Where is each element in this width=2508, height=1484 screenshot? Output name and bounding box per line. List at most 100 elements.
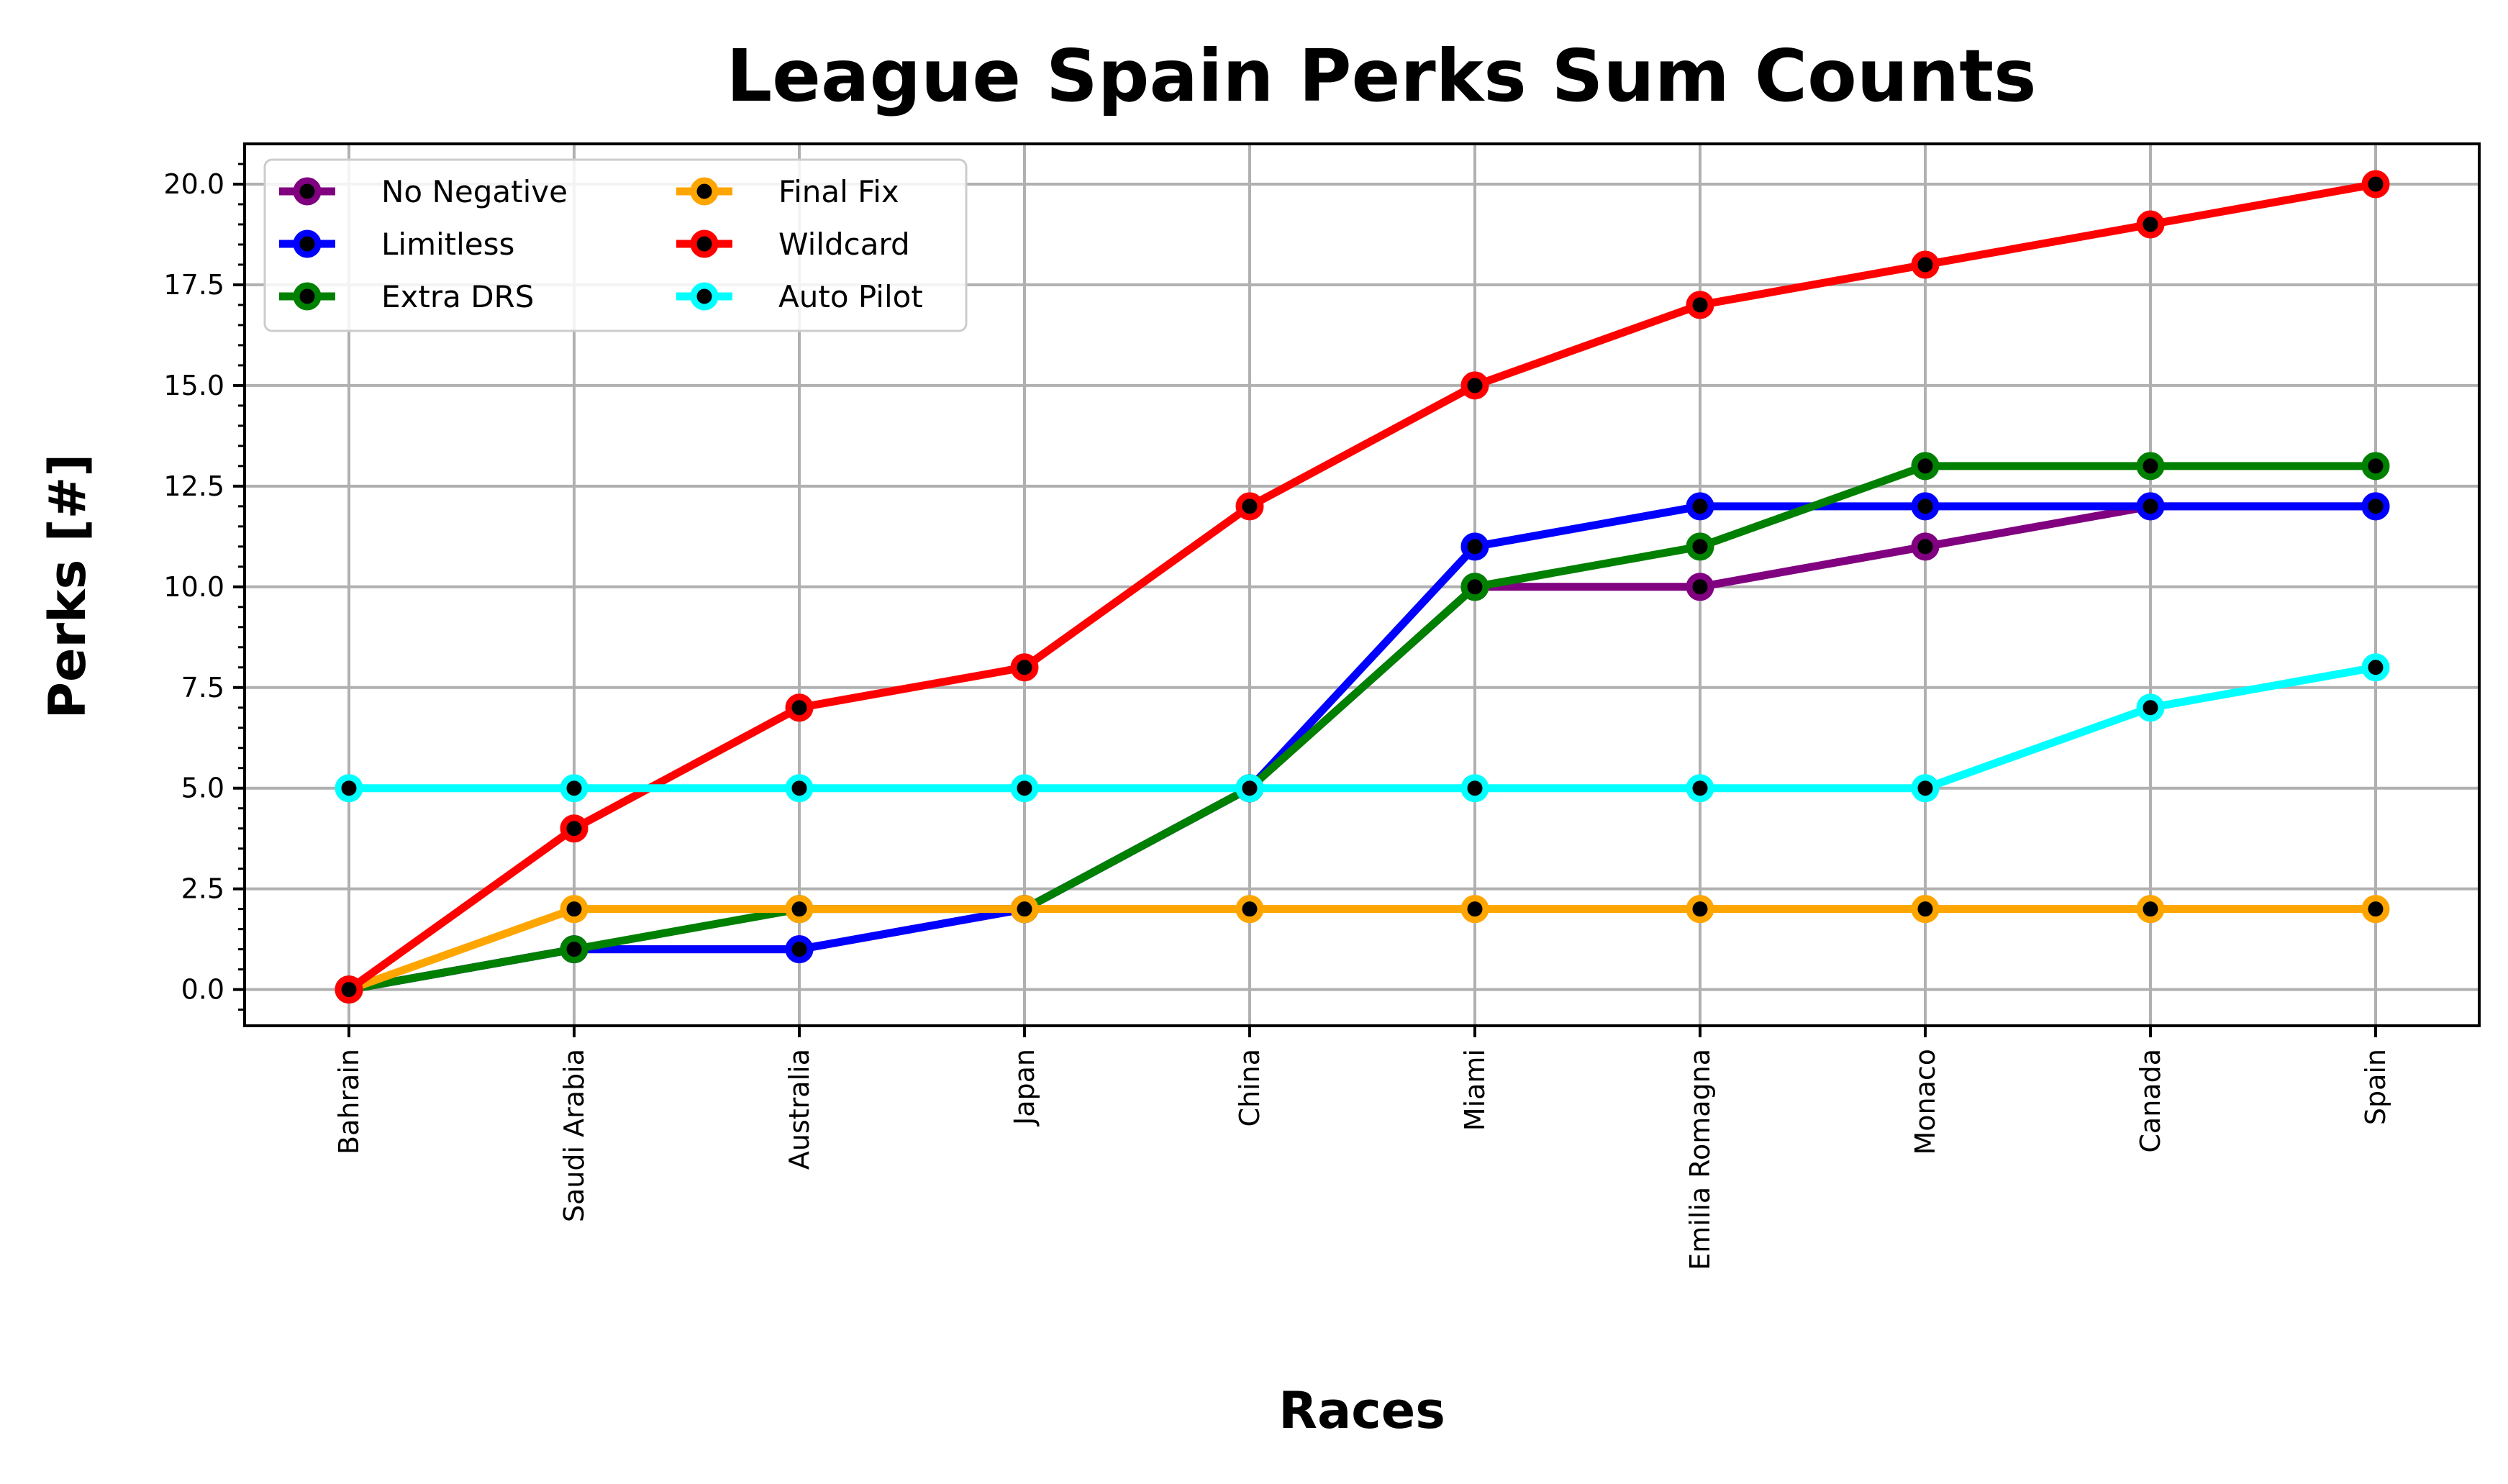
data-point: [2136, 693, 2165, 722]
series-line: [345, 462, 2380, 994]
data-point: [2136, 492, 2165, 521]
data-point: [1235, 774, 1264, 803]
data-point: [1010, 895, 1039, 924]
series-line: [345, 502, 2380, 994]
data-point: [2361, 170, 2390, 199]
legend-label: Limitless: [381, 227, 514, 262]
x-tick-label: China: [1234, 1049, 1266, 1127]
data-point: [1460, 895, 1489, 924]
data-point: [1235, 492, 1264, 521]
series-extra-drs: [335, 452, 2390, 1004]
series-line: [345, 663, 2380, 793]
data-point: [1911, 532, 1940, 561]
series-layer: [335, 170, 2390, 1004]
data-point: [2361, 653, 2390, 682]
x-tick-label: Spain: [2360, 1049, 2391, 1125]
data-point: [560, 774, 589, 803]
y-tick-label: 5.0: [181, 773, 224, 804]
legend: No Negative Limitless Extra DRS Final Fix Wi…: [263, 158, 968, 332]
legend-item: Wildcard: [676, 227, 910, 262]
series-line: [345, 502, 2380, 994]
x-tick-label: Bahrain: [333, 1049, 365, 1155]
series-auto-pilot: [335, 653, 2390, 803]
legend-item: Final Fix: [676, 174, 899, 209]
y-tick-label: 2.5: [181, 873, 224, 905]
data-point: [1010, 774, 1039, 803]
x-tick-label: Australia: [783, 1049, 815, 1170]
legend-item: No Negative: [279, 174, 568, 209]
series-final-fix: [335, 895, 2390, 1004]
data-point: [1911, 492, 1940, 521]
legend-box: [263, 158, 968, 332]
x-tick-label: Canada: [2135, 1049, 2166, 1153]
legend-item: Limitless: [279, 227, 514, 262]
legend-swatch-marker: [293, 177, 322, 206]
data-point: [1010, 653, 1039, 682]
y-tick-label: 15.0: [163, 370, 224, 401]
data-point: [1911, 774, 1940, 803]
data-point: [1686, 774, 1714, 803]
chart-title: League Spain Perks Sum Counts: [726, 34, 2036, 118]
data-point: [2361, 492, 2390, 521]
y-tick-label: 0.0: [181, 974, 224, 1006]
legend-swatch-marker: [690, 229, 719, 258]
data-point: [560, 814, 589, 843]
data-point: [2361, 452, 2390, 481]
legend-item: Auto Pilot: [676, 279, 923, 314]
data-point: [1686, 573, 1714, 601]
data-point: [2136, 895, 2165, 924]
data-point: [785, 693, 814, 722]
plot-frame: [243, 142, 2481, 1027]
data-point: [335, 975, 363, 1004]
legend-label: Wildcard: [778, 227, 910, 262]
y-tick-label: 20.0: [163, 168, 224, 200]
series-no-negative: [335, 492, 2390, 1004]
data-point: [785, 895, 814, 924]
x-axis-label: Races: [1278, 1381, 1445, 1440]
legend-label: Extra DRS: [381, 279, 534, 314]
legend-label: Final Fix: [778, 174, 899, 209]
y-axis-label: Perks [#]: [38, 454, 97, 719]
legend-swatch-marker: [690, 282, 719, 311]
y-tick-label: 10.0: [163, 571, 224, 603]
data-point: [335, 774, 363, 803]
data-point: [785, 774, 814, 803]
series-limitless: [335, 492, 2390, 1004]
data-point: [2136, 452, 2165, 481]
data-point: [1460, 532, 1489, 561]
legend-label: No Negative: [381, 174, 568, 209]
data-point: [1911, 250, 1940, 279]
data-point: [560, 895, 589, 924]
data-point: [2361, 895, 2390, 924]
y-tick-label: 7.5: [181, 672, 224, 704]
x-tick-label: Miami: [1459, 1049, 1491, 1131]
x-tick-label: Emilia Romagna: [1684, 1049, 1716, 1270]
legend-swatch-marker: [293, 229, 322, 258]
x-tick-label: Japan: [1009, 1049, 1040, 1126]
data-point: [1686, 291, 1714, 319]
data-point: [1460, 573, 1489, 601]
y-tick-label: 12.5: [163, 470, 224, 502]
data-point: [1686, 492, 1714, 521]
data-point: [1911, 452, 1940, 481]
legend-swatch-marker: [690, 177, 719, 206]
series-line: [345, 180, 2380, 994]
legend-item: Extra DRS: [279, 279, 534, 314]
y-tick-label: 17.5: [163, 269, 224, 301]
data-point: [2136, 210, 2165, 239]
data-point: [1235, 895, 1264, 924]
legend-label: Auto Pilot: [778, 279, 923, 314]
data-point: [1911, 895, 1940, 924]
x-tick-label: Saudi Arabia: [558, 1049, 590, 1222]
data-point: [1686, 532, 1714, 561]
legend-swatch-marker: [293, 282, 322, 311]
series-line: [345, 905, 2380, 994]
data-point: [560, 935, 589, 964]
data-point: [1460, 371, 1489, 400]
data-point: [1460, 774, 1489, 803]
series-wildcard: [335, 170, 2390, 1004]
x-tick-label: Monaco: [1909, 1049, 1941, 1155]
data-point: [785, 935, 814, 964]
data-point: [1686, 895, 1714, 924]
